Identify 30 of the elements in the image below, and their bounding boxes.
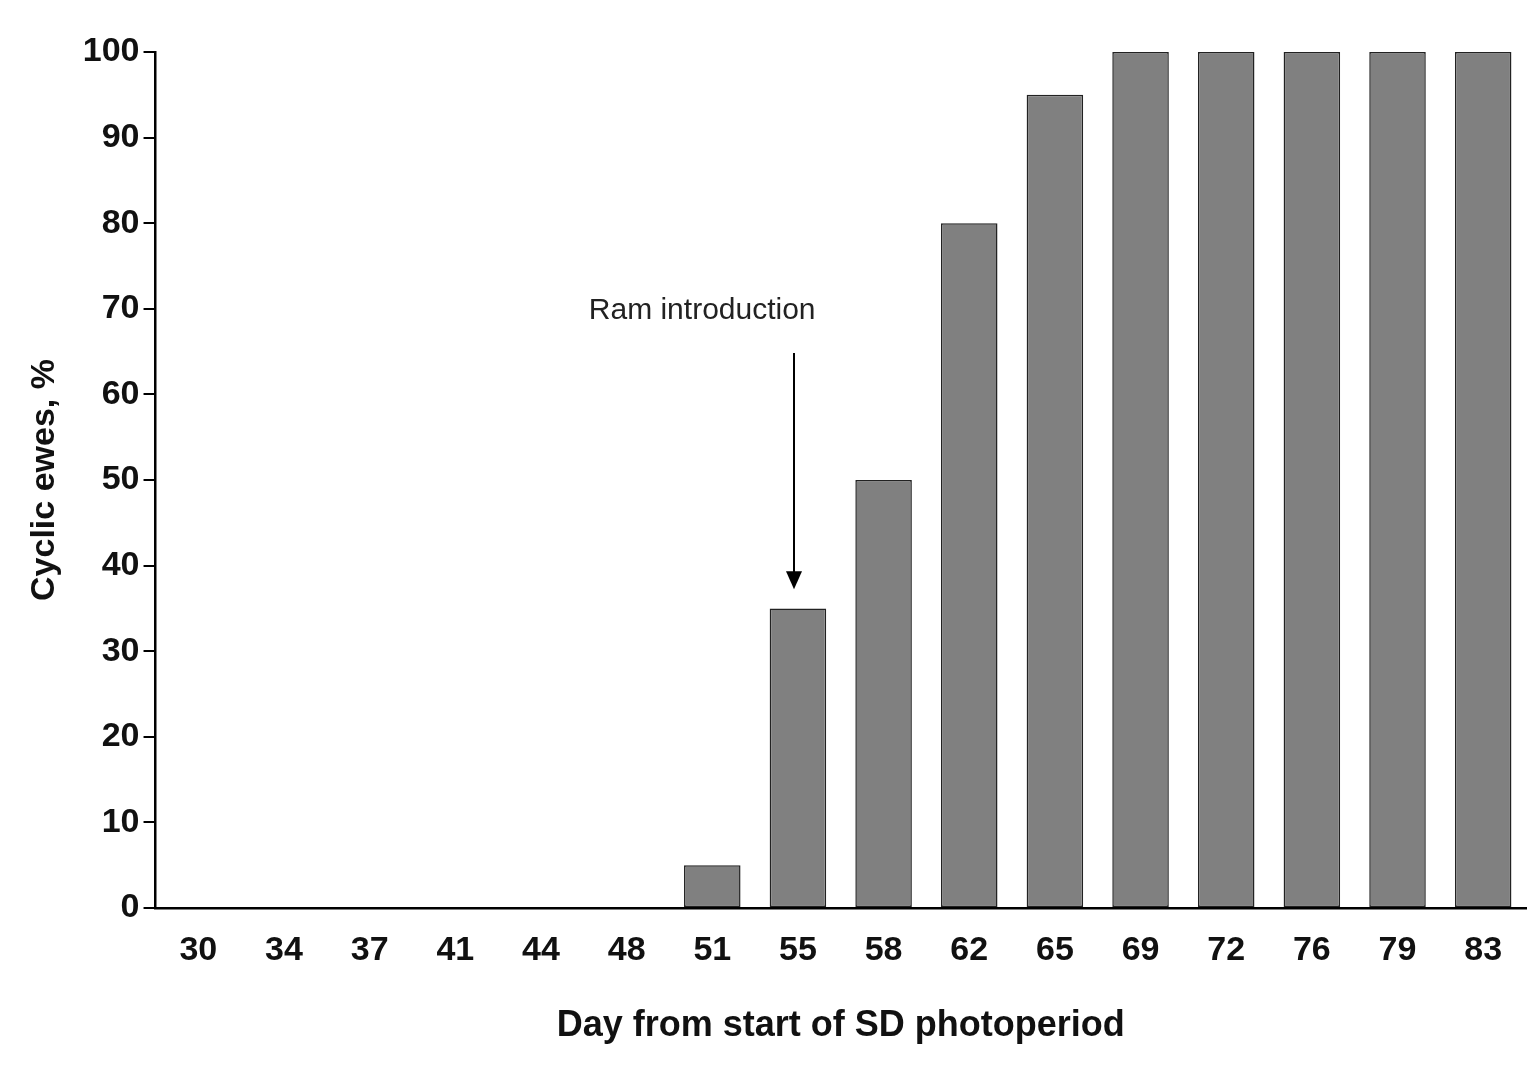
x-tick-label: 76 bbox=[1292, 928, 1331, 967]
y-tick-label: 10 bbox=[101, 800, 140, 839]
y-tick-label: 40 bbox=[101, 543, 140, 582]
x-tick-label: 83 bbox=[1464, 928, 1503, 967]
y-axis-title: Cyclic ewes, % bbox=[22, 359, 61, 601]
y-tick-label: 50 bbox=[101, 458, 140, 497]
x-axis-title: Day from start of SD photoperiod bbox=[556, 1003, 1125, 1045]
y-tick-label: 0 bbox=[120, 886, 140, 925]
y-tick-label: 80 bbox=[101, 201, 140, 240]
x-tick-label: 41 bbox=[436, 928, 475, 967]
x-tick-label: 34 bbox=[265, 928, 303, 967]
y-tick-label: 30 bbox=[101, 629, 140, 668]
x-tick-label: 55 bbox=[779, 928, 817, 967]
x-tick-label: 48 bbox=[607, 928, 646, 967]
x-tick-label: 79 bbox=[1378, 928, 1417, 967]
x-tick-label: 30 bbox=[179, 928, 218, 967]
x-tick-label: 44 bbox=[522, 928, 560, 967]
y-tick-label: 90 bbox=[101, 115, 140, 154]
y-tick-label: 70 bbox=[101, 287, 140, 326]
x-tick-label: 58 bbox=[864, 928, 903, 967]
y-tick-label: 20 bbox=[101, 715, 140, 754]
x-tick-label: 65 bbox=[1035, 928, 1074, 967]
x-tick-label: 69 bbox=[1121, 928, 1160, 967]
x-tick-label: 62 bbox=[950, 928, 989, 967]
y-tick-label: 100 bbox=[82, 30, 140, 69]
x-tick-label: 37 bbox=[350, 928, 389, 967]
y-tick-label: 60 bbox=[101, 372, 140, 411]
x-tick-label: 51 bbox=[693, 928, 732, 967]
x-tick-label: 72 bbox=[1207, 928, 1246, 967]
annotation: Ram introduction bbox=[588, 292, 816, 326]
